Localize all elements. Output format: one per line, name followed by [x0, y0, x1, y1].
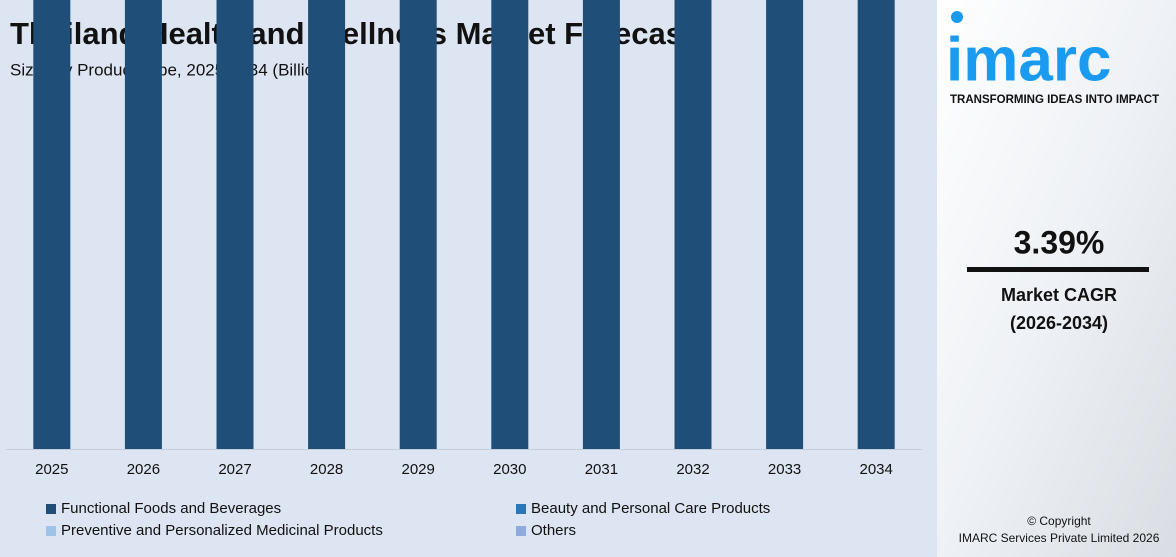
logo-dot	[951, 11, 963, 23]
sidebar-background	[937, 0, 1176, 557]
legend-label: Others	[531, 522, 576, 539]
bar-segment	[33, 0, 71, 450]
x-tick-label: 2031	[585, 461, 618, 478]
cagr-period: (2026-2034)	[1010, 313, 1108, 333]
x-tick-label: 2026	[127, 461, 160, 478]
cagr-value: 3.39%	[1014, 224, 1105, 260]
logo: imarc	[946, 25, 1111, 94]
legend-swatch	[516, 504, 526, 514]
x-tick-label: 2034	[860, 461, 893, 478]
legend-swatch	[46, 526, 56, 536]
legend-swatch	[516, 526, 526, 536]
legend-label: Functional Foods and Beverages	[61, 500, 281, 517]
x-tick-label: 2028	[310, 461, 343, 478]
x-tick-label: 2027	[218, 461, 251, 478]
company: IMARC Services Private Limited 2026	[959, 531, 1160, 545]
x-tick-label: 2025	[35, 461, 68, 478]
cagr-label: Market CAGR	[1001, 285, 1117, 305]
cagr-divider	[967, 267, 1149, 272]
x-tick-label: 2029	[402, 461, 435, 478]
bar-segment	[857, 0, 895, 449]
bar-segment	[399, 0, 437, 449]
bar-segment	[766, 0, 804, 449]
legend-label: Preventive and Personalized Medicinal Pr…	[61, 522, 383, 539]
bar-segment	[124, 0, 162, 449]
bar-segment	[674, 0, 712, 449]
legend-label: Beauty and Personal Care Products	[531, 500, 770, 517]
bar-segment	[491, 0, 529, 450]
x-tick-label: 2033	[768, 461, 801, 478]
copyright: © Copyright	[1027, 514, 1091, 528]
tagline: TRANSFORMING IDEAS INTO IMPACT	[950, 94, 1159, 106]
legend-swatch	[46, 504, 56, 514]
x-tick-label: 2032	[676, 461, 709, 478]
x-tick-label: 2030	[493, 461, 526, 478]
bar-segment	[582, 0, 620, 450]
chart-title: Thailand Health and Wellness Market Fore…	[10, 16, 693, 51]
bar-segment	[216, 0, 254, 449]
bar-segment	[308, 0, 346, 449]
